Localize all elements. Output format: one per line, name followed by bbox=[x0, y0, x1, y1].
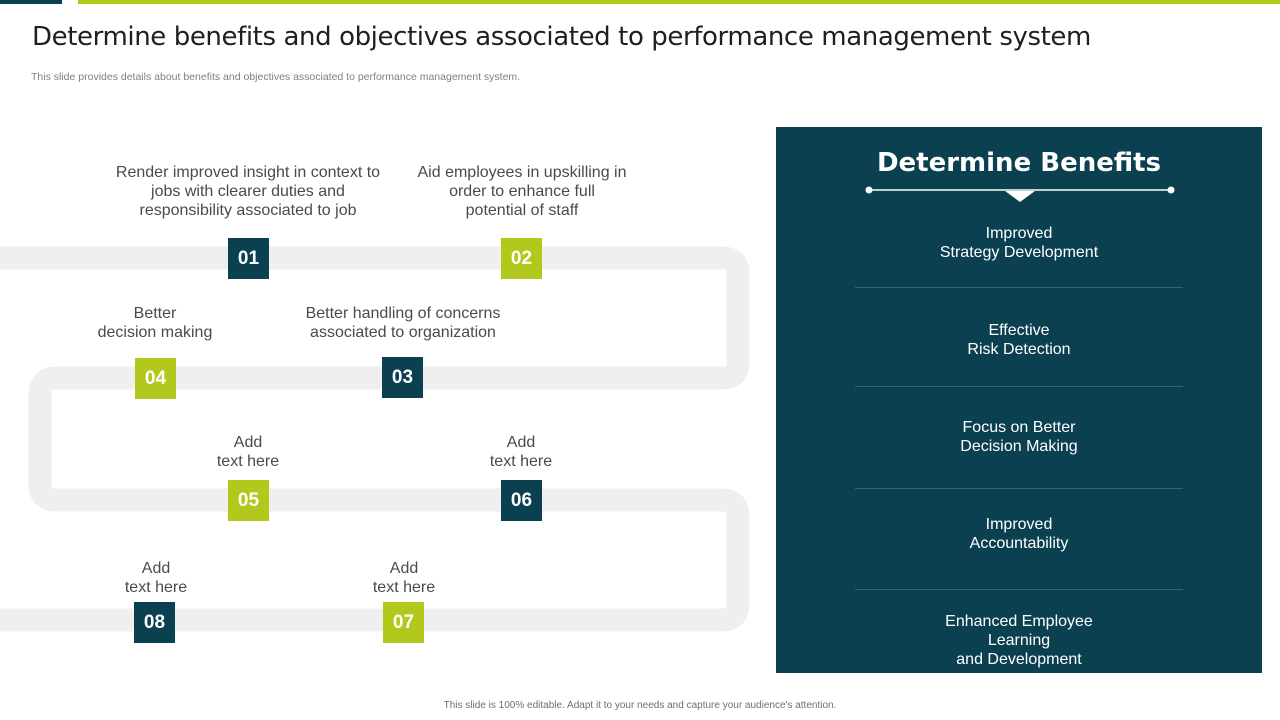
benefit-divider bbox=[855, 488, 1183, 489]
benefit-5-line-1: Enhanced Employee bbox=[945, 613, 1093, 630]
step-01-line-1: Render improved insight in context to bbox=[115, 164, 381, 181]
benefit-1-line-2: Strategy Development bbox=[939, 244, 1099, 261]
benefit-divider bbox=[855, 589, 1183, 590]
benefit-item: Improved Strategy Development bbox=[776, 224, 1262, 262]
step-02-line-3: potential of staff bbox=[465, 202, 579, 219]
slide-title: Determine benefits and objectives associ… bbox=[32, 22, 1091, 52]
benefit-1-line-1: Improved bbox=[985, 225, 1053, 242]
slide-subtitle: This slide provides details about benefi… bbox=[31, 71, 521, 83]
benefit-item: Enhanced Employee Learning and Developme… bbox=[776, 612, 1262, 669]
step-05-line-2: text here bbox=[216, 453, 280, 470]
step-04-line-2: decision making bbox=[97, 324, 213, 341]
benefit-item: Effective Risk Detection bbox=[776, 321, 1262, 359]
step-06-line-2: text here bbox=[489, 453, 553, 470]
top-accent-bar-dark bbox=[0, 0, 62, 4]
step-08-line-1: Add bbox=[141, 560, 171, 577]
benefit-2-line-1: Effective bbox=[988, 322, 1050, 339]
step-07-text: Add text here bbox=[344, 559, 464, 597]
step-03-line-2: associated to organization bbox=[310, 324, 496, 341]
step-01-line-3: responsibility associated to job bbox=[139, 202, 357, 219]
benefit-2-line-2: Risk Detection bbox=[967, 341, 1071, 358]
step-06-text: Add text here bbox=[461, 433, 581, 471]
benefit-3-line-2: Decision Making bbox=[960, 438, 1078, 455]
step-02-badge: 02 bbox=[501, 238, 542, 279]
benefits-panel-title: Determine Benefits bbox=[876, 148, 1162, 178]
step-02-text: Aid employees in upskilling in order to … bbox=[391, 163, 653, 220]
step-04-text: Better decision making bbox=[75, 304, 235, 342]
winding-road-graphic bbox=[0, 246, 750, 632]
step-08-badge: 08 bbox=[134, 602, 175, 643]
top-accent-bar-green bbox=[78, 0, 1280, 4]
benefit-divider bbox=[855, 386, 1183, 387]
benefit-3-line-1: Focus on Better bbox=[962, 419, 1076, 436]
benefit-item: Improved Accountability bbox=[776, 515, 1262, 553]
step-08-line-2: text here bbox=[124, 579, 188, 596]
benefit-divider bbox=[855, 287, 1183, 288]
benefit-5-line-2: Learning bbox=[987, 632, 1051, 649]
footer-note: This slide is 100% editable. Adapt it to… bbox=[443, 700, 837, 711]
step-08-text: Add text here bbox=[96, 559, 216, 597]
step-07-badge: 07 bbox=[383, 602, 424, 643]
step-02-line-1: Aid employees in upskilling in bbox=[417, 164, 627, 181]
step-07-line-1: Add bbox=[389, 560, 419, 577]
step-01-text: Render improved insight in context to jo… bbox=[98, 163, 398, 220]
step-03-badge: 03 bbox=[382, 357, 423, 398]
step-05-text: Add text here bbox=[188, 433, 308, 471]
step-06-badge: 06 bbox=[501, 480, 542, 521]
step-04-line-1: Better bbox=[133, 305, 177, 322]
benefits-panel bbox=[776, 127, 1262, 673]
benefit-4-line-2: Accountability bbox=[969, 535, 1069, 552]
benefit-5-line-3: and Development bbox=[956, 651, 1082, 668]
step-01-badge: 01 bbox=[228, 238, 269, 279]
benefit-item: Focus on Better Decision Making bbox=[776, 418, 1262, 456]
title-underline-ornament bbox=[865, 186, 1175, 202]
step-01-line-2: jobs with clearer duties and bbox=[151, 183, 345, 200]
step-03-text: Better handling of concerns associated t… bbox=[283, 304, 523, 342]
benefit-4-line-1: Improved bbox=[985, 516, 1053, 533]
step-05-line-1: Add bbox=[233, 434, 263, 451]
step-03-line-1: Better handling of concerns bbox=[305, 305, 501, 322]
step-05-badge: 05 bbox=[228, 480, 269, 521]
step-02-line-2: order to enhance full bbox=[449, 183, 595, 200]
step-06-line-1: Add bbox=[506, 434, 536, 451]
step-04-badge: 04 bbox=[135, 358, 176, 399]
step-07-line-2: text here bbox=[372, 579, 436, 596]
